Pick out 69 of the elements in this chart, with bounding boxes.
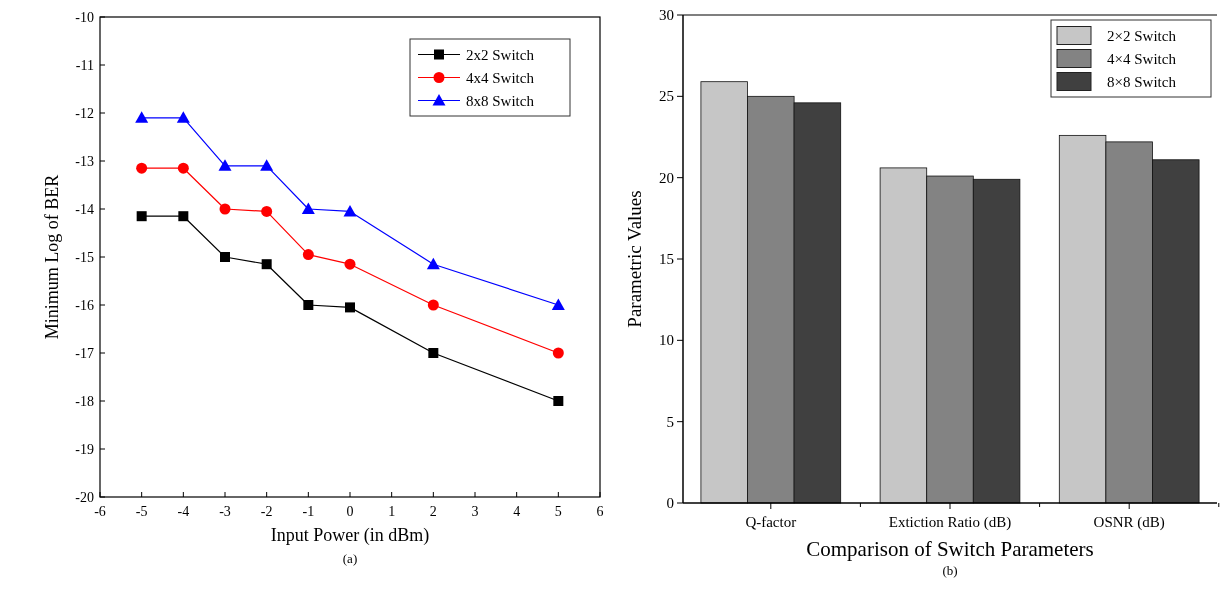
- point: [136, 211, 147, 222]
- legend-label: 4x4 Switch: [466, 69, 535, 86]
- point: [553, 396, 564, 406]
- point: [176, 111, 190, 123]
- x-tick-label: -4: [177, 504, 190, 519]
- y-tick-label: -12: [75, 106, 94, 121]
- x-axis-title: Input Power (in dBm): [270, 525, 430, 546]
- y-tick-label: -16: [75, 298, 94, 313]
- x-tick-label: 1: [388, 504, 396, 519]
- y-axis-title: Minimum Log of BER: [42, 174, 62, 340]
- point: [426, 257, 440, 270]
- point: [343, 204, 357, 217]
- x-tick-label: -1: [302, 504, 315, 519]
- point: [135, 111, 149, 123]
- y-tick-label: -13: [75, 154, 94, 169]
- point: [551, 298, 565, 310]
- x-tick-label: -3: [219, 504, 231, 519]
- point: [344, 258, 356, 270]
- x-tick-label: OSNR (dB): [1093, 514, 1165, 531]
- y-tick-label: -20: [75, 490, 94, 505]
- legend-label: 2x2 Switch: [466, 46, 535, 63]
- y-tick-label: 25: [659, 88, 674, 105]
- x-tick-label: -6: [94, 504, 106, 519]
- y-tick-label: -11: [75, 58, 94, 73]
- point: [261, 205, 273, 217]
- y-tick-label: -15: [75, 250, 94, 265]
- point: [427, 299, 439, 311]
- x-tick-label: 6: [596, 504, 604, 519]
- y-axis-title: Parametric Values: [624, 190, 645, 328]
- x-tick-label: -5: [135, 504, 148, 519]
- y-tick-label: 10: [659, 332, 674, 349]
- point: [220, 252, 230, 262]
- y-tick-label: 15: [659, 251, 674, 267]
- point: [219, 203, 231, 215]
- x-tick-label: Extiction Ratio (dB): [888, 514, 1012, 531]
- x-tick-label: -2: [260, 504, 273, 519]
- y-tick-label: 30: [659, 7, 674, 23]
- point: [261, 259, 272, 270]
- point: [303, 300, 314, 310]
- legend-label: 4×4 Switch: [1107, 50, 1177, 67]
- point: [178, 211, 189, 222]
- y-tick-label: -14: [75, 202, 94, 217]
- point: [218, 159, 232, 171]
- y-tick-label: -10: [75, 10, 94, 25]
- point: [345, 302, 355, 313]
- x-tick-label: 5: [554, 504, 562, 519]
- point: [301, 202, 315, 214]
- x-tick-label: 2: [429, 504, 437, 519]
- y-tick-label: -19: [75, 442, 94, 457]
- legend-label: 2×2 Switch: [1107, 27, 1177, 44]
- legend-label: 8×8 Switch: [1107, 73, 1177, 90]
- text: (b): [942, 563, 958, 578]
- y-tick-label: 5: [666, 413, 674, 430]
- point: [302, 249, 314, 261]
- y-tick-label: -18: [75, 394, 94, 409]
- point: [428, 348, 439, 358]
- y-tick-label: -17: [75, 346, 94, 361]
- y-tick-label: 20: [659, 169, 674, 186]
- legend-label: 8x8 Switch: [466, 92, 535, 109]
- x-tick-label: Q-factor: [745, 514, 797, 530]
- point: [260, 159, 274, 171]
- x-tick-label: 4: [513, 504, 521, 519]
- point: [552, 347, 564, 359]
- point: [177, 162, 189, 174]
- x-axis-title: Comparison of Switch Parameters: [806, 537, 1094, 561]
- x-tick-label: 3: [471, 504, 479, 519]
- point: [136, 162, 148, 174]
- text: (a): [342, 551, 358, 566]
- x-tick-label: 0: [346, 504, 354, 519]
